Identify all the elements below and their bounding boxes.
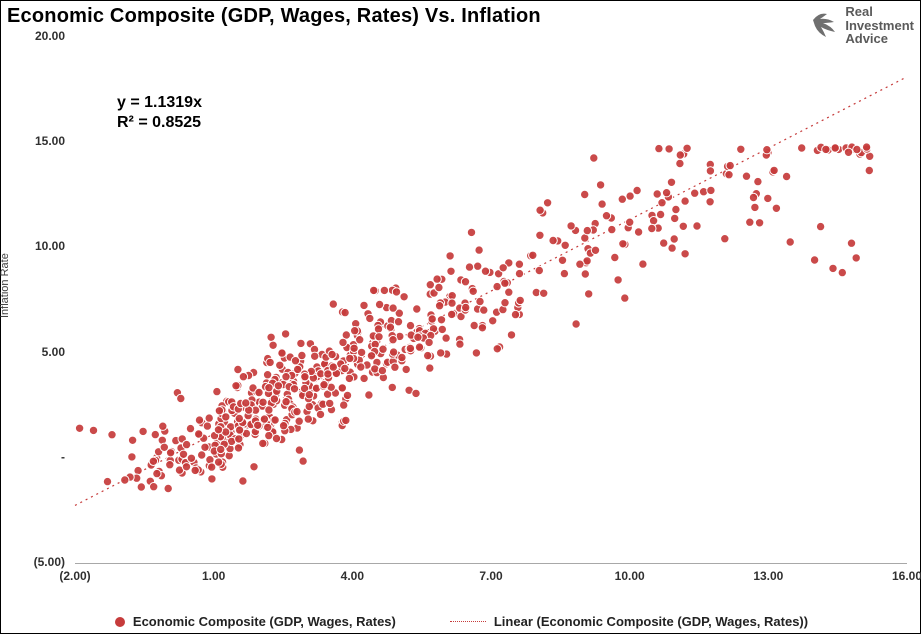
chart-title: Economic Composite (GDP, Wages, Rates) V…: [7, 5, 541, 28]
legend-series-label: Economic Composite (GDP, Wages, Rates): [133, 614, 396, 629]
tick-label: (2.00): [59, 569, 90, 583]
logo-line3: Advice: [845, 32, 914, 46]
legend-series: Economic Composite (GDP, Wages, Rates): [115, 614, 396, 629]
equation-rsquared: R² = 0.8525: [117, 113, 202, 133]
tick-label: (5.00): [34, 555, 65, 569]
tick-label: 10.00: [615, 569, 645, 583]
eagle-icon: [809, 10, 839, 40]
tick-label: 7.00: [479, 569, 502, 583]
tick-label: 20.00: [35, 29, 65, 43]
tick-label: 1.00: [202, 569, 225, 583]
legend-trend-label: Linear (Economic Composite (GDP, Wages, …: [494, 614, 808, 629]
logo-line1: Real: [845, 5, 914, 19]
tick-label: 5.00: [42, 345, 65, 359]
brand-logo: Real Investment Advice: [809, 5, 914, 46]
regression-equation: y = 1.1319x R² = 0.8525: [117, 93, 202, 133]
legend: Economic Composite (GDP, Wages, Rates) L…: [1, 614, 921, 629]
equation-formula: y = 1.1319x: [117, 93, 202, 113]
tick-label: 4.00: [341, 569, 364, 583]
tick-label: 13.00: [753, 569, 783, 583]
dotted-line-icon: [450, 621, 486, 622]
tick-label: -: [61, 450, 65, 464]
tick-label: 15.00: [35, 134, 65, 148]
y-axis-label: Inflation Rate: [0, 253, 11, 318]
circle-icon: [115, 617, 125, 627]
legend-trend: Linear (Economic Composite (GDP, Wages, …: [450, 614, 808, 629]
logo-line2: Investment: [845, 19, 914, 33]
tick-label: 10.00: [35, 239, 65, 253]
tick-label: 16.00: [892, 569, 921, 583]
